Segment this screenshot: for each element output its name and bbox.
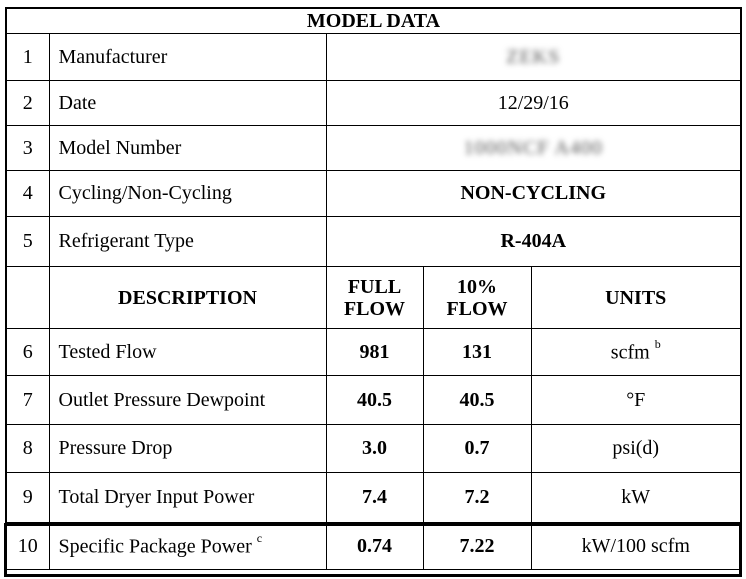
row-label: Date <box>48 80 327 126</box>
row-number: 10 <box>5 522 50 570</box>
table-row: 9 Total Dryer Input Power 7.4 7.2 kW <box>5 472 742 523</box>
row-label: Tested Flow <box>48 328 327 376</box>
model-number-value: 1000NCF A400 <box>325 125 742 171</box>
row-number: 1 <box>5 33 50 81</box>
manufacturer-value: ZEKS <box>325 33 742 81</box>
table-row: 3 Model Number 1000NCF A400 <box>5 125 742 171</box>
table-title: MODEL DATA <box>5 7 742 34</box>
full-flow-value: 3.0 <box>325 424 424 473</box>
table-row: 7 Outlet Pressure Dewpoint 40.5 40.5 °F <box>5 375 742 425</box>
unit-value: kW/100 scfm <box>530 522 742 570</box>
date-value: 12/29/16 <box>325 80 742 126</box>
model-data-table: MODEL DATA 1 Manufacturer ZEKS 2 Date 12… <box>5 7 742 570</box>
unit-value: kW <box>530 472 742 523</box>
header-ten-percent-flow: 10% FLOW <box>422 266 532 329</box>
footnote-mark: b <box>654 336 661 351</box>
cycling-value: NON-CYCLING <box>325 170 742 217</box>
redacted-text: ZEKS <box>506 45 561 68</box>
table-row: 1 Manufacturer ZEKS <box>5 33 742 81</box>
row-label: Outlet Pressure Dewpoint <box>48 375 327 425</box>
row-number: 3 <box>5 125 50 171</box>
row-number: 4 <box>5 170 50 217</box>
row-number: 7 <box>5 375 50 425</box>
table-row: 5 Refrigerant Type R-404A <box>5 216 742 267</box>
footnote-mark: c <box>256 530 263 545</box>
full-flow-value: 0.74 <box>325 522 424 570</box>
redacted-text: 1000NCF A400 <box>463 136 603 159</box>
row-number: 6 <box>5 328 50 376</box>
header-full-flow: FULL FLOW <box>325 266 424 329</box>
row-label: Specific Package Power c <box>48 522 327 570</box>
row-number: 2 <box>5 80 50 126</box>
full-flow-value: 7.4 <box>325 472 424 523</box>
row-number: 8 <box>5 424 50 473</box>
unit-value: scfm b <box>530 328 742 376</box>
ten-flow-value: 131 <box>422 328 532 376</box>
header-empty-cell <box>5 266 50 329</box>
row-label: Pressure Drop <box>48 424 327 473</box>
ten-flow-value: 7.2 <box>422 472 532 523</box>
ten-flow-value: 0.7 <box>422 424 532 473</box>
full-flow-value: 981 <box>325 328 424 376</box>
ten-flow-value: 7.22 <box>422 522 532 570</box>
row-label: Cycling/Non-Cycling <box>48 170 327 217</box>
table-row-highlighted: 10 Specific Package Power c 0.74 7.22 kW… <box>5 522 742 570</box>
unit-value: °F <box>530 375 742 425</box>
table-row: 6 Tested Flow 981 131 scfm b <box>5 328 742 376</box>
row-label: Total Dryer Input Power <box>48 472 327 523</box>
refrigerant-value: R-404A <box>325 216 742 267</box>
table-row: 4 Cycling/Non-Cycling NON-CYCLING <box>5 170 742 217</box>
row-label: Manufacturer <box>48 33 327 81</box>
table-row: 8 Pressure Drop 3.0 0.7 psi(d) <box>5 424 742 473</box>
full-flow-value: 40.5 <box>325 375 424 425</box>
row-label: Model Number <box>48 125 327 171</box>
row-number: 5 <box>5 216 50 267</box>
column-header-row: DESCRIPTION FULL FLOW 10% FLOW UNITS <box>5 266 742 329</box>
row-number: 9 <box>5 472 50 523</box>
ten-flow-value: 40.5 <box>422 375 532 425</box>
header-units: UNITS <box>530 266 742 329</box>
unit-value: psi(d) <box>530 424 742 473</box>
table-row: 2 Date 12/29/16 <box>5 80 742 126</box>
header-description: DESCRIPTION <box>48 266 327 329</box>
row-label: Refrigerant Type <box>48 216 327 267</box>
